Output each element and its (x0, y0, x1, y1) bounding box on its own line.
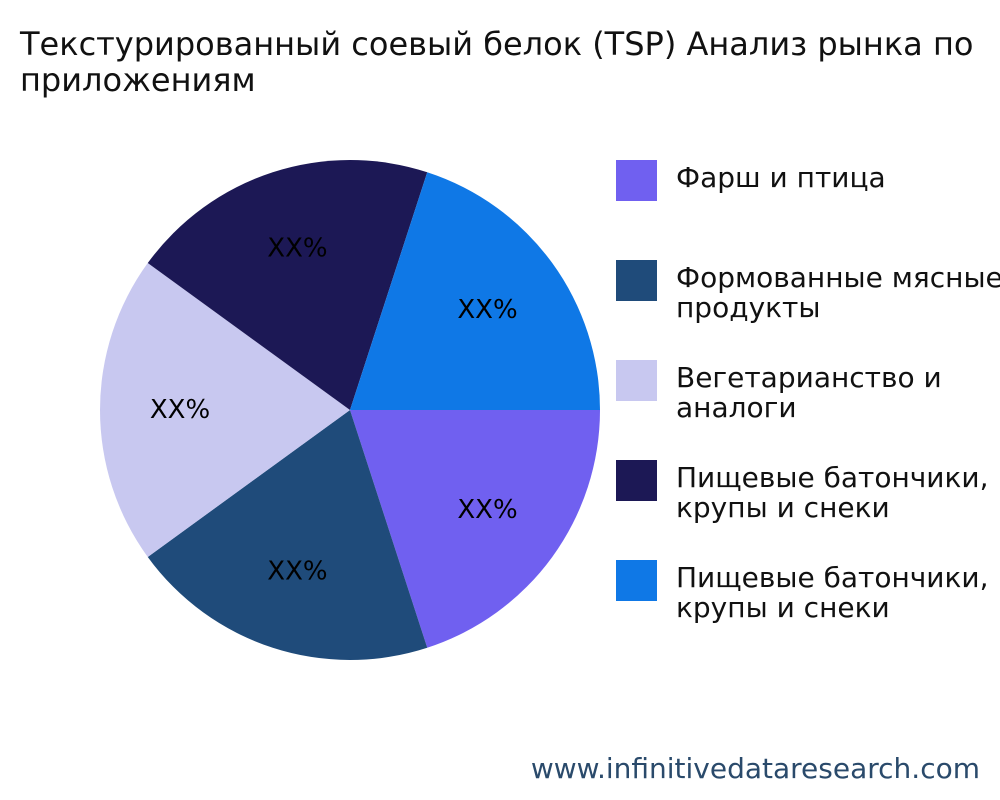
chart-title: Текстурированный соевый белок (TSP) Анал… (20, 26, 1000, 98)
legend-label-1: Фарш и птица (676, 161, 886, 194)
legend-swatch-1 (616, 160, 657, 201)
pie-slice-label-1: XX% (457, 495, 517, 525)
pie-slice-label-5: XX% (457, 295, 517, 325)
watermark-url: www.infinitivedataresearch.com (530, 752, 980, 785)
pie-slice-3 (100, 263, 350, 557)
legend-label-5: Пищевые батончики, крупы и снеки (676, 561, 989, 624)
legend-label-3: Вегетарианство и аналоги (676, 361, 942, 424)
pie-slice-label-2: XX% (267, 557, 327, 587)
legend-label-2: Формованные мясные продукты (676, 261, 1000, 324)
legend-swatch-4 (616, 460, 657, 501)
pie-slice-5 (350, 172, 600, 410)
chart-legend: Фарш и птица Формованные мясные продукты… (616, 0, 1000, 800)
pie-slice-2 (147, 410, 428, 660)
pie-slice-4 (147, 160, 428, 410)
legend-swatch-3 (616, 360, 657, 401)
pie-slice-label-3: XX% (150, 395, 210, 425)
legend-label-4: Пищевые батончики, крупы и снеки (676, 461, 989, 524)
pie-slice-label-4: XX% (267, 233, 327, 263)
chart-title-line-2: приложениям (20, 61, 256, 99)
legend-swatch-2 (616, 260, 657, 301)
chart-title-line-1: Текстурированный соевый белок (TSP) Анал… (20, 25, 974, 63)
legend-swatch-5 (616, 560, 657, 601)
pie-slice-1 (350, 410, 600, 648)
